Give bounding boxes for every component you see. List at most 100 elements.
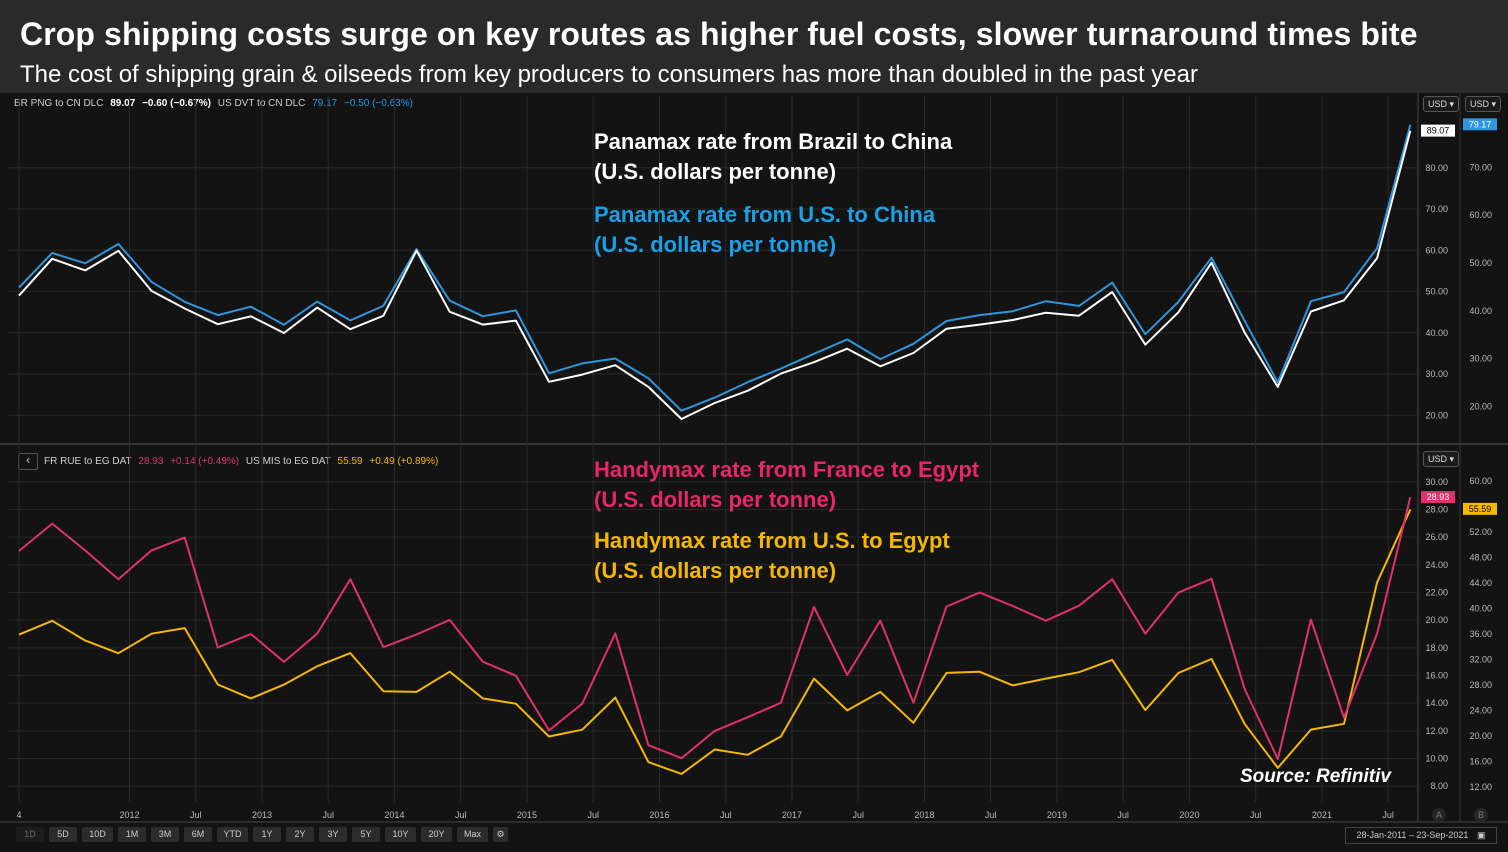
period-button-6m[interactable]: 6M — [184, 827, 212, 842]
y-right-tick-label: 60.00 — [1469, 476, 1492, 486]
settings-gear-icon[interactable]: ⚙ — [493, 827, 508, 842]
currency-label: USD — [1427, 99, 1447, 109]
header-bar: Crop shipping costs surge on key routes … — [0, 0, 1508, 93]
y-right-tick-label: 20.00 — [1469, 731, 1492, 741]
y-left-tick-label: 80.00 — [1425, 163, 1448, 173]
y-right-tick-label: 20.00 — [1469, 402, 1492, 412]
y-left-tick-label: 60.00 — [1425, 245, 1448, 255]
bottom-legend: FR RUE to EG DAT 28.93 +0.14 (+0.49%) US… — [44, 456, 442, 467]
annotation-brazil-china-line2: (U.S. dollars per tonne) — [594, 159, 837, 184]
period-button-10y[interactable]: 10Y — [385, 827, 416, 842]
period-button-1d[interactable]: 1D — [16, 827, 44, 842]
period-button-max[interactable]: Max — [457, 827, 488, 842]
series-line-us-mis-to-eg-dat — [18, 509, 1412, 775]
x-tick-label: 2015 — [517, 810, 537, 820]
legend-us-cn-change: −0.50 (−0.63%) — [344, 98, 413, 109]
y-left-tick-label: 18.00 — [1425, 643, 1448, 653]
x-tick-label: Jul — [322, 810, 334, 820]
y-right-tick-label: 16.00 — [1469, 757, 1492, 767]
y-left-tick-label: 20.00 — [1425, 615, 1448, 625]
y-left-tick-label: 16.00 — [1425, 671, 1448, 681]
last-value-label: 79.17 — [1469, 119, 1492, 129]
period-button-5d[interactable]: 5D — [49, 827, 77, 842]
x-tick-label: Jul — [455, 810, 467, 820]
y-left-tick-label: 50.00 — [1425, 287, 1448, 297]
y-right-tick-label: 28.00 — [1469, 680, 1492, 690]
y-left-tick-label: 22.00 — [1425, 588, 1448, 598]
y-left-tick-label: 26.00 — [1425, 532, 1448, 542]
y-left-tick-label: 70.00 — [1425, 204, 1448, 214]
y-right-tick-label: 40.00 — [1469, 306, 1492, 316]
legend-us-eg-change: +0.49 (+0.89%) — [369, 456, 439, 467]
last-value-tag — [1463, 502, 1497, 515]
date-range-selector[interactable]: 28-Jan-2011 – 23-Sep-2021 ▣ — [1345, 827, 1497, 844]
y-left-tick-label: 30.00 — [1425, 477, 1448, 487]
x-tick-label: Jul — [1117, 810, 1129, 820]
x-tick-label: 2017 — [782, 810, 802, 820]
annotation-france-egypt-line2: (U.S. dollars per tonne) — [594, 487, 837, 512]
chevron-down-icon: ▾ — [1449, 99, 1455, 109]
source-note: Source: Refinitiv — [1240, 766, 1391, 787]
x-tick-label: Jul — [852, 810, 864, 820]
y-left-tick-label: 10.00 — [1425, 754, 1448, 764]
legend-fr-eg-name: FR RUE to EG DAT — [44, 456, 132, 467]
date-range-text: 28-Jan-2011 – 23-Sep-2021 — [1356, 830, 1469, 840]
chart-title: Crop shipping costs surge on key routes … — [20, 16, 1418, 52]
last-value-label: 89.07 — [1427, 126, 1450, 136]
currency-label: USD — [1427, 454, 1447, 464]
bottom-currency-selector[interactable]: USD ▾ — [1423, 451, 1459, 467]
x-tick-label: Jul — [1250, 810, 1262, 820]
series-line-us-dvt-to-cn-dlc — [18, 124, 1412, 412]
period-button-3y[interactable]: 3Y — [319, 827, 347, 842]
legend-fr-eg-change: +0.14 (+0.49%) — [170, 456, 240, 467]
x-tick-label: 2018 — [914, 810, 934, 820]
series-line-fr-rue-to-eg-dat — [18, 496, 1412, 760]
x-tick-label: 2020 — [1179, 810, 1199, 820]
legend-br-cn-value: 89.07 — [110, 98, 136, 109]
x-tick-label: Jul — [1382, 810, 1394, 820]
period-button-10d[interactable]: 10D — [82, 827, 113, 842]
annotation-france-egypt: Handymax rate from France to Egypt (U.S.… — [594, 455, 979, 515]
x-tick-label: 2014 — [384, 810, 404, 820]
annotation-us-china-line2: (U.S. dollars per tonne) — [594, 232, 837, 257]
y-left-tick-label: 28.00 — [1425, 505, 1448, 515]
annotation-us-egypt: Handymax rate from U.S. to Egypt (U.S. d… — [594, 526, 950, 586]
y-right-tick-label: 24.00 — [1469, 706, 1492, 716]
y-left-tick-label: 20.00 — [1425, 410, 1448, 420]
chevron-left-icon: ‹ — [25, 453, 31, 467]
collapse-back-button[interactable]: ‹ — [18, 453, 38, 470]
calendar-icon: ▣ — [1476, 830, 1486, 840]
y-right-tick-label: 50.00 — [1469, 258, 1492, 268]
x-tick-label: 2019 — [1047, 810, 1067, 820]
y-left-tick-label: 40.00 — [1425, 328, 1448, 338]
scale-b-toggle[interactable]: B — [1474, 808, 1488, 822]
chevron-down-icon: ▾ — [1449, 454, 1455, 464]
annotation-france-egypt-line1: Handymax rate from France to Egypt — [594, 457, 980, 482]
y-right-tick-label: 40.00 — [1469, 603, 1492, 613]
x-tick-label: 2016 — [649, 810, 669, 820]
annotation-us-egypt-line2: (U.S. dollars per tonne) — [594, 558, 837, 583]
period-button-5y[interactable]: 5Y — [352, 827, 380, 842]
y-left-tick-label: 14.00 — [1425, 698, 1448, 708]
period-button-1m[interactable]: 1M — [118, 827, 146, 842]
scale-a-toggle[interactable]: A — [1432, 808, 1446, 822]
series-line-br-png-to-cn-dlc — [18, 130, 1412, 420]
top-currency-selector-a[interactable]: USD ▾ — [1423, 96, 1459, 112]
x-tick-label: 2012 — [119, 810, 139, 820]
period-button-ytd[interactable]: YTD — [217, 827, 248, 842]
currency-label: USD — [1469, 99, 1489, 109]
annotation-brazil-china-line1: Panamax rate from Brazil to China — [594, 129, 953, 154]
period-button-20y[interactable]: 20Y — [421, 827, 452, 842]
last-value-tag — [1421, 491, 1455, 504]
x-tick-label: Jul — [720, 810, 732, 820]
period-button-3m[interactable]: 3M — [151, 827, 179, 842]
y-right-tick-label: 70.00 — [1469, 162, 1492, 172]
period-button-1y[interactable]: 1Y — [253, 827, 281, 842]
x-tick-label: 2013 — [252, 810, 272, 820]
legend-br-cn-change: −0.60 (−0.67%) — [142, 98, 211, 109]
top-currency-selector-b[interactable]: USD ▾ — [1465, 96, 1501, 112]
period-button-2y[interactable]: 2Y — [286, 827, 314, 842]
last-value-tag — [1463, 118, 1497, 131]
